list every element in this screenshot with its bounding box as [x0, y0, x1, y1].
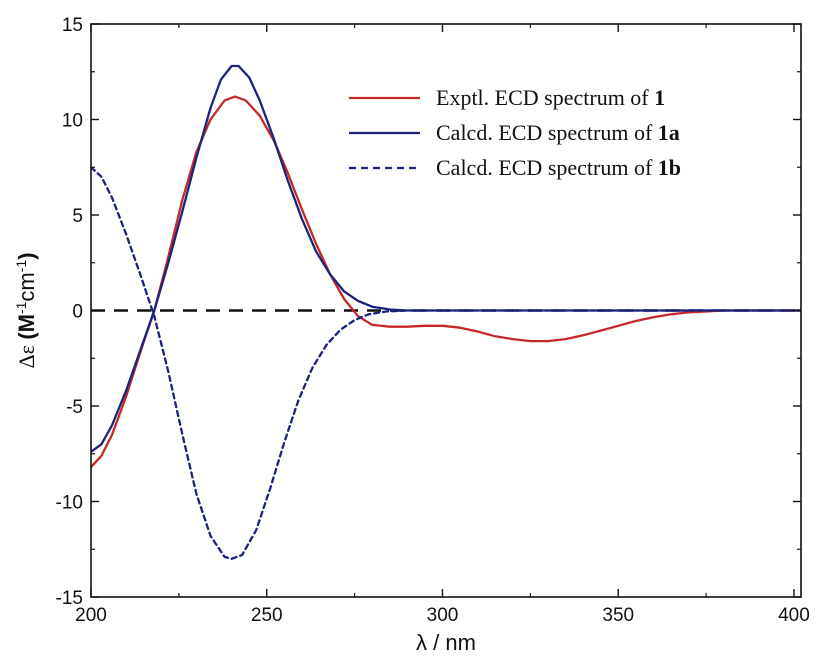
y-tick-label: 10 [62, 111, 83, 132]
y-axis-title-part: (M [14, 314, 39, 340]
y-tick-label: -15 [56, 588, 83, 609]
y-tick-label: -5 [66, 397, 83, 418]
legend-label-1: Exptl. ECD spectrum of 1 [436, 85, 665, 110]
y-axis-title: Δε (M-1cm-1) [13, 252, 39, 368]
y-axis-title-part: -1 [13, 301, 29, 314]
axes: 200 250 300 350 400 -15 -10 -5 0 5 10 15 λ / nm Δε (M… [13, 15, 810, 655]
y-tick-label: 5 [72, 206, 83, 227]
x-axis-title: λ / nm [416, 630, 476, 655]
y-axis-title-part: Δε [14, 340, 39, 369]
legend-label-compound: 1b [658, 155, 681, 180]
legend-label-text: Calcd. ECD spectrum of [436, 155, 658, 180]
y-axis-title-part: -1 [13, 260, 29, 273]
y-tick-label: 0 [72, 302, 83, 323]
legend-label-2: Calcd. ECD spectrum of 1a [436, 120, 680, 145]
y-tick-label: -10 [56, 493, 83, 514]
y-axis-title-part: cm [14, 272, 39, 301]
x-tick-label: 350 [602, 605, 634, 626]
x-tick-label: 300 [427, 605, 459, 626]
legend: Exptl. ECD spectrum of 1 Calcd. ECD spect… [349, 85, 681, 180]
plot-area [91, 64, 801, 560]
series-line-1 [91, 95, 801, 469]
x-tick-label: 400 [778, 605, 810, 626]
legend-label-text: Exptl. ECD spectrum of [436, 85, 654, 110]
y-tick-label: 15 [62, 15, 83, 36]
legend-label-text: Calcd. ECD spectrum of [436, 120, 658, 145]
legend-label-3: Calcd. ECD spectrum of 1b [436, 155, 681, 180]
x-tick-label: 250 [251, 605, 283, 626]
legend-label-compound: 1a [658, 120, 680, 145]
legend-label-compound: 1 [654, 85, 665, 110]
series-line-3 [91, 166, 801, 560]
y-axis-title-part: ) [14, 252, 39, 259]
series-group [91, 64, 801, 560]
x-tick-label: 200 [75, 605, 107, 626]
